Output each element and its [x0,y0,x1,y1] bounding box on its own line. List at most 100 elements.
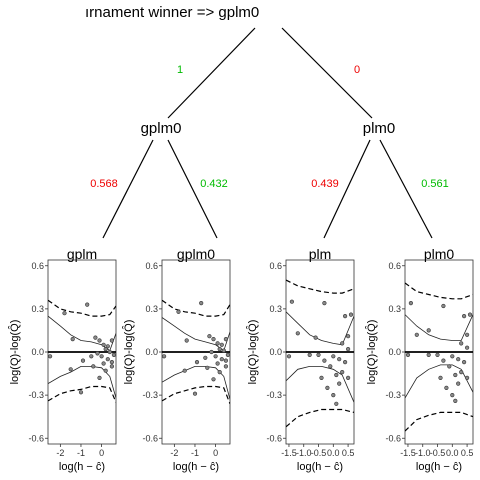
residual-panels: -0.6 -0.3 0.0 0.3 0.6 -2 -1 0 gplm log(h − ĉ) log(… [7,246,474,473]
x-tick-label: -2 [170,448,178,458]
data-point [319,375,324,381]
y-tick-label: 0.0 [269,347,282,357]
y-tick-label: -0.6 [28,433,44,443]
x-tick-label: 0.0 [446,448,459,458]
data-point [405,352,411,358]
data-point [325,385,330,391]
panel-title: gplm0 [177,246,215,262]
x-tick-label: -0.5 [430,448,446,458]
data-point [462,314,467,319]
data-point [414,332,419,337]
data-point [295,331,300,336]
lower-solid-line [286,366,354,403]
y-axis-label: log(Q)-log(Q̂) [245,320,259,385]
data-point [103,347,108,352]
data-point [176,309,181,314]
x-tick-label: -1.5 [281,448,297,458]
x-tick-label: -1 [191,448,199,458]
x-tick-label: -1.0 [296,448,312,458]
data-point [322,301,327,306]
data-point [450,354,455,359]
data-point [444,385,449,391]
data-point [223,337,228,342]
edge-right-plm [323,139,371,239]
data-point [435,352,440,358]
data-point [215,361,220,366]
y-tick-label: 0.0 [388,347,401,357]
x-tick-label: -1.5 [400,448,416,458]
x-axis-label: log(h − ĉ) [416,461,462,473]
data-point [215,341,220,346]
data-point [334,401,339,406]
data-point [192,391,198,396]
x-tick-label: 0 [99,448,104,458]
edge-left-gplm0 [167,139,218,239]
y-tick-label: 0.3 [145,304,158,314]
data-point [340,370,345,375]
data-point [97,338,102,343]
data-point [205,365,210,370]
data-point [426,328,431,333]
edge-root-left [167,27,256,119]
data-point [182,368,187,373]
upper-dashed-line [162,299,230,317]
data-point [101,342,106,347]
data-point [219,342,224,347]
data-point [438,375,443,381]
data-point [184,338,189,343]
x-tick-label: -2 [56,448,64,458]
data-point [109,360,114,365]
data-point [459,341,464,346]
data-point [209,349,214,355]
data-point [48,354,53,359]
x-tick-label: 0.0 [327,448,340,458]
y-axis-label: log(Q)-log(Q̂) [364,320,378,385]
data-point [101,361,106,366]
data-point [456,357,461,362]
data-point [467,312,473,317]
data-point [313,335,318,340]
y-tick-label: 0.6 [31,261,44,271]
data-point [316,352,321,358]
data-point [346,347,351,352]
edge-left-gplm [102,139,154,239]
data-point [331,393,336,398]
data-point [93,335,98,340]
data-point [85,302,90,307]
data-point [459,370,464,375]
edge-prob-left: 1 [177,64,183,76]
data-point [447,364,452,369]
y-tick-label: -0.3 [385,390,401,400]
data-point [99,354,104,359]
edge-prob-gplm0: 0.432 [200,178,228,190]
data-point [307,352,312,358]
data-point [211,337,216,342]
data-point [453,398,458,404]
data-point [465,332,470,337]
y-tick-label: 0.6 [388,261,401,271]
data-point [289,299,295,304]
lower-dashed-line [162,385,230,405]
data-point [217,370,222,375]
data-point [348,312,354,317]
edge-prob-right: 0 [354,64,360,76]
lower-dashed-line [286,408,354,428]
panel-4: -0.6-0.30.00.30.6-1.5 -1.0 -0.5 0.0 0.5plm0l… [364,246,474,473]
y-tick-label: 0.3 [31,304,44,314]
y-tick-label: 0.3 [388,304,401,314]
data-point [109,338,114,343]
x-axis-label: log(h − ĉ) [173,461,219,473]
upper-solid-line [405,314,473,341]
x-tick-label: 0.5 [342,448,355,458]
upper-dashed-line [286,279,354,294]
data-point [217,347,222,352]
data-point [334,372,339,378]
edge-prob-plm0: 0.561 [421,178,449,190]
y-tick-label: -0.3 [142,390,158,400]
data-point [346,334,351,339]
tree-title: ırnament winner => gplm0 [85,4,259,21]
panel-2: -0.6 -0.3 0.0 0.3 0.6 -2 -1 0 gplm0 log(h − ĉ) log… [121,246,231,473]
data-point [441,303,446,309]
panel-title: plm [309,246,332,262]
data-point [194,360,200,365]
